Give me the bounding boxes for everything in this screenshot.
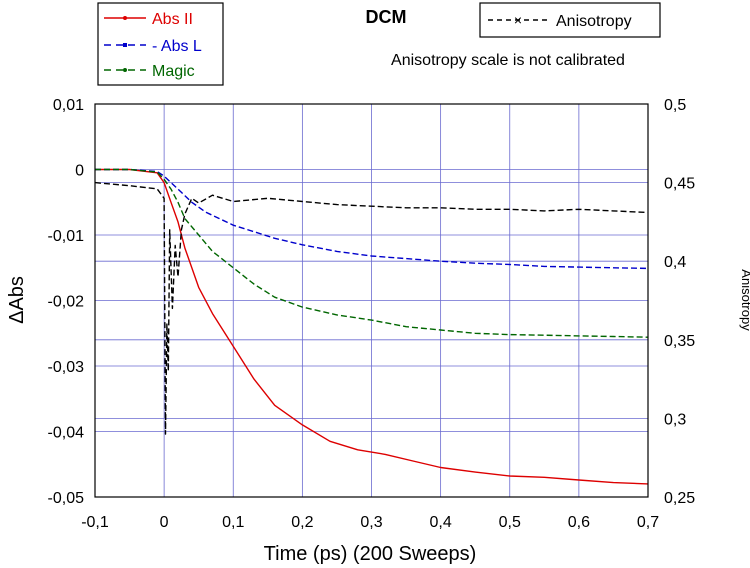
legend-abs-l-marker <box>123 43 127 47</box>
legend-right: × Anisotropy <box>479 2 661 38</box>
plot-frame <box>94 103 649 498</box>
x-tick-label: 0,5 <box>499 514 521 531</box>
x-axis-title: Time (ps) (200 Sweeps) <box>264 543 477 565</box>
legend-abs-l-label: - Abs L <box>152 38 202 55</box>
legend-left-box <box>97 2 224 86</box>
y-tick-label: -0,02 <box>48 294 85 311</box>
series-line-abs-ii <box>95 168 649 485</box>
legend-anisotropy-label: Anisotropy <box>556 13 632 30</box>
y2-tick-label: 0,4 <box>664 254 686 271</box>
x-tick-label: 0,3 <box>360 514 382 531</box>
y2-tick-label: 0,25 <box>664 490 695 507</box>
legend-abs-ii-marker <box>123 16 127 20</box>
calibration-note: Anisotropy scale is not calibrated <box>391 52 625 69</box>
y-axis-title: ΔAbs <box>6 276 28 324</box>
chart-title: DCM <box>366 7 407 27</box>
legend-magic-marker <box>123 68 127 72</box>
y-tick-label: -0,05 <box>48 490 85 507</box>
y-tick-label: -0,03 <box>48 359 85 376</box>
y-tick-label: 0 <box>75 163 84 180</box>
legend-left: Abs II - Abs L Magic <box>97 2 224 86</box>
y2-axis-title: Anisotropy <box>739 269 750 331</box>
grid <box>94 103 649 498</box>
series-line-magic <box>95 168 649 338</box>
y2-tick-label: 0,45 <box>664 176 695 193</box>
x-tick-label: 0 <box>160 514 169 531</box>
series-line-anisotropy <box>94 181 649 435</box>
x-tick-label: 0,4 <box>430 514 452 531</box>
y-tick-label: -0,01 <box>48 228 85 245</box>
y2-tick-label: 0,3 <box>664 411 686 428</box>
x-tick-label: 0,7 <box>637 514 659 531</box>
y-tick-label: 0,01 <box>53 97 84 114</box>
y-tick-label: -0,04 <box>48 425 85 442</box>
legend-magic-label: Magic <box>152 63 195 80</box>
y2-tick-label: 0,5 <box>664 97 686 114</box>
legend-anisotropy-marker: × <box>514 12 522 28</box>
plot-series <box>94 168 649 485</box>
x-tick-label: 0,1 <box>222 514 244 531</box>
legend-abs-ii-label: Abs II <box>152 11 193 28</box>
series-line-abs-l <box>95 168 649 270</box>
x-tick-label: -0,1 <box>81 514 109 531</box>
x-tick-label: 0,6 <box>568 514 590 531</box>
x-tick-label: 0,2 <box>291 514 313 531</box>
y2-tick-label: 0,35 <box>664 333 695 350</box>
tick-labels: -0,1 0 0,1 0,2 0,3 0,4 0,5 0,6 0,7 0,01 0 -0,01 -0,0… <box>48 97 696 531</box>
